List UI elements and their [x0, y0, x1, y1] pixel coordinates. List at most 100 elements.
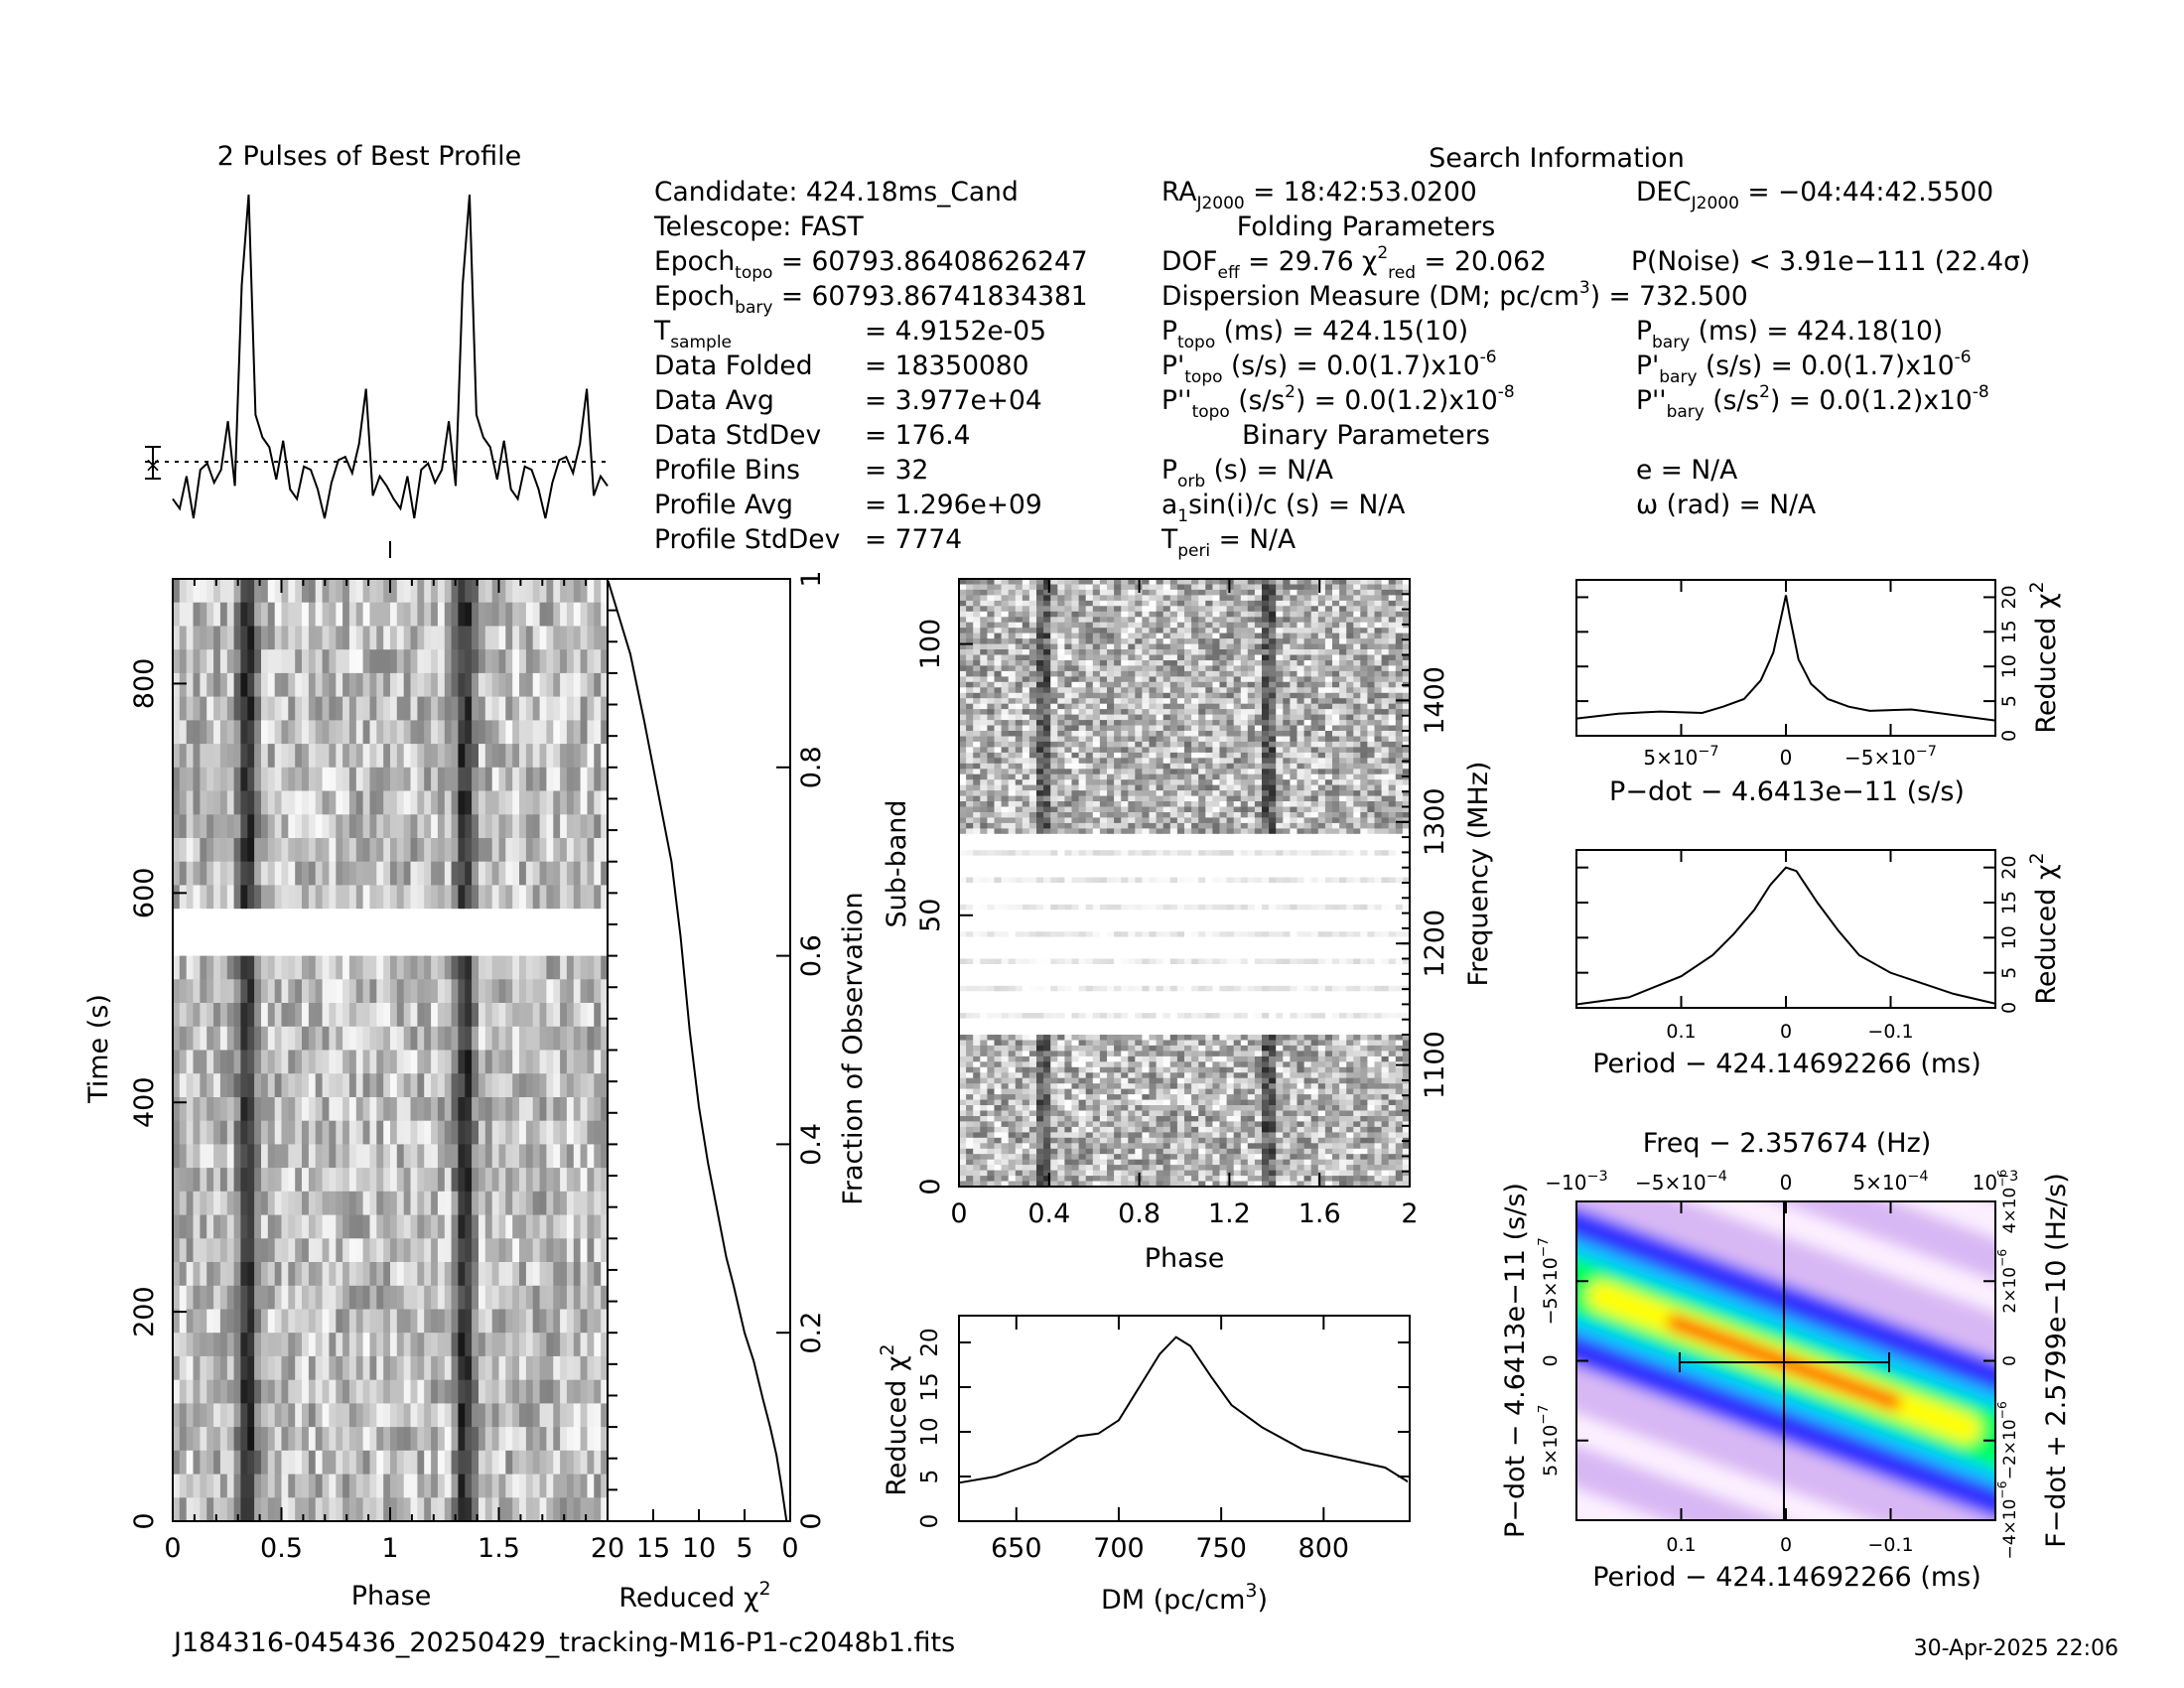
- time-phase-cell: [519, 979, 527, 1004]
- time-phase-cell: [179, 1427, 188, 1452]
- subband-cell: [1028, 611, 1037, 618]
- subband-cell: [1092, 714, 1101, 721]
- time-phase-cell: [553, 696, 561, 721]
- time-phase-cell: [173, 861, 181, 886]
- time-phase-cell: [261, 1050, 269, 1074]
- subband-cell: [1240, 681, 1249, 688]
- subband-cell: [1240, 725, 1249, 732]
- subband-cell: [1008, 654, 1017, 661]
- time-phase-cell: [472, 1309, 479, 1334]
- subband-cell: [1324, 731, 1333, 738]
- subband-cell: [1219, 736, 1228, 743]
- time-phase-cell: [566, 1497, 575, 1522]
- subband-cell: [1346, 747, 1354, 754]
- time-phase-cell: [390, 1191, 398, 1216]
- subband-cell: [1135, 687, 1143, 694]
- subband-cell: [1233, 703, 1242, 710]
- time-phase-cell: [186, 1285, 195, 1311]
- time-phase-cell: [431, 672, 439, 698]
- time-phase-cell: [437, 1474, 446, 1498]
- time-phase-cell: [484, 1120, 493, 1145]
- time-phase-cell: [342, 720, 350, 745]
- subband-cell: [1085, 725, 1094, 732]
- subband-cell: [1254, 736, 1263, 743]
- subband-cell: [1099, 709, 1108, 716]
- subband-cell: [1191, 741, 1199, 748]
- time-phase-cell: [355, 767, 364, 792]
- time-phase-cell: [247, 1379, 255, 1404]
- time-phase-cell: [288, 1427, 296, 1452]
- time-phase-cell: [594, 1474, 602, 1498]
- time-phase-cell: [472, 909, 479, 933]
- time-phase-cell: [226, 720, 235, 745]
- time-phase-cell: [525, 744, 534, 769]
- time-phase-cell: [193, 720, 201, 745]
- time-phase-cell: [553, 909, 561, 933]
- time-phase-cell: [369, 931, 377, 957]
- time-phase-cell: [315, 1403, 324, 1428]
- time-phase-cell: [329, 931, 337, 957]
- subband-cell: [1297, 736, 1305, 743]
- subband-cell: [1317, 698, 1326, 705]
- subband-cell: [1367, 752, 1376, 759]
- subband-cell: [973, 665, 981, 672]
- time-phase-cell: [329, 1214, 337, 1239]
- time-phase-cell: [186, 1003, 195, 1028]
- time-phase-cell: [594, 1262, 602, 1287]
- time-phase-cell: [247, 979, 255, 1004]
- time-phase-cell: [601, 626, 609, 650]
- subband-cell: [1099, 752, 1108, 759]
- info-column-1: Candidate: 424.18ms_Cand Telescope: FAST…: [653, 177, 1088, 555]
- subband-cell: [1219, 720, 1228, 727]
- time-phase-cell: [431, 649, 439, 674]
- time-phase-cell: [193, 1355, 201, 1381]
- time-phase-cell: [484, 1191, 493, 1216]
- time-phase-cell: [580, 744, 588, 769]
- subband-cell: [1114, 741, 1122, 748]
- time-phase-cell: [281, 1355, 289, 1381]
- time-phase-cell: [478, 979, 486, 1004]
- time-phase-cell: [417, 602, 425, 627]
- time-phase-cell: [362, 720, 370, 745]
- subband-cell: [1043, 643, 1051, 650]
- time-phase-cell: [342, 1003, 350, 1028]
- subband-cell: [1283, 633, 1291, 639]
- subband-cell: [994, 731, 1003, 738]
- time-phase-cell: [173, 838, 181, 863]
- subband-cell: [1064, 638, 1073, 645]
- subband-cell: [1247, 670, 1256, 677]
- subband-cell: [1057, 703, 1065, 710]
- time-phase-cell: [348, 649, 357, 674]
- time-phase-cell: [437, 720, 446, 745]
- time-phase-cell: [594, 1050, 602, 1074]
- subband-cell: [1353, 763, 1361, 770]
- time-phase-cell: [573, 1191, 582, 1216]
- time-phase-cell: [566, 1450, 575, 1476]
- subband-cell: [959, 665, 967, 672]
- time-phase-cell: [478, 1309, 486, 1334]
- time-phase-cell: [186, 1355, 195, 1381]
- subband-cell: [987, 628, 996, 634]
- time-phase-cell: [566, 649, 575, 674]
- time-phase-cell: [403, 1450, 412, 1476]
- subband-cell: [1128, 763, 1136, 770]
- time-phase-cell: [484, 626, 493, 650]
- time-phase-cell: [525, 1120, 534, 1145]
- time-phase-cell: [491, 838, 500, 863]
- time-phase-cell: [465, 790, 473, 815]
- subband-cell: [1135, 670, 1143, 677]
- subband-cell: [973, 741, 981, 748]
- time-phase-cell: [322, 649, 330, 674]
- time-phase-cell: [553, 1144, 561, 1169]
- subband-cell: [1057, 681, 1065, 688]
- time-phase-cell: [396, 744, 405, 769]
- subband-cell: [1303, 758, 1312, 765]
- time-phase-cell: [437, 1262, 446, 1287]
- time-phase-cell: [261, 1191, 269, 1216]
- subband-cell: [1015, 763, 1024, 770]
- time-phase-cell: [355, 885, 364, 910]
- subband-cell: [1212, 681, 1221, 688]
- subband-cell: [1071, 725, 1080, 732]
- subband-cell: [1085, 769, 1094, 775]
- subband-cell: [980, 720, 988, 727]
